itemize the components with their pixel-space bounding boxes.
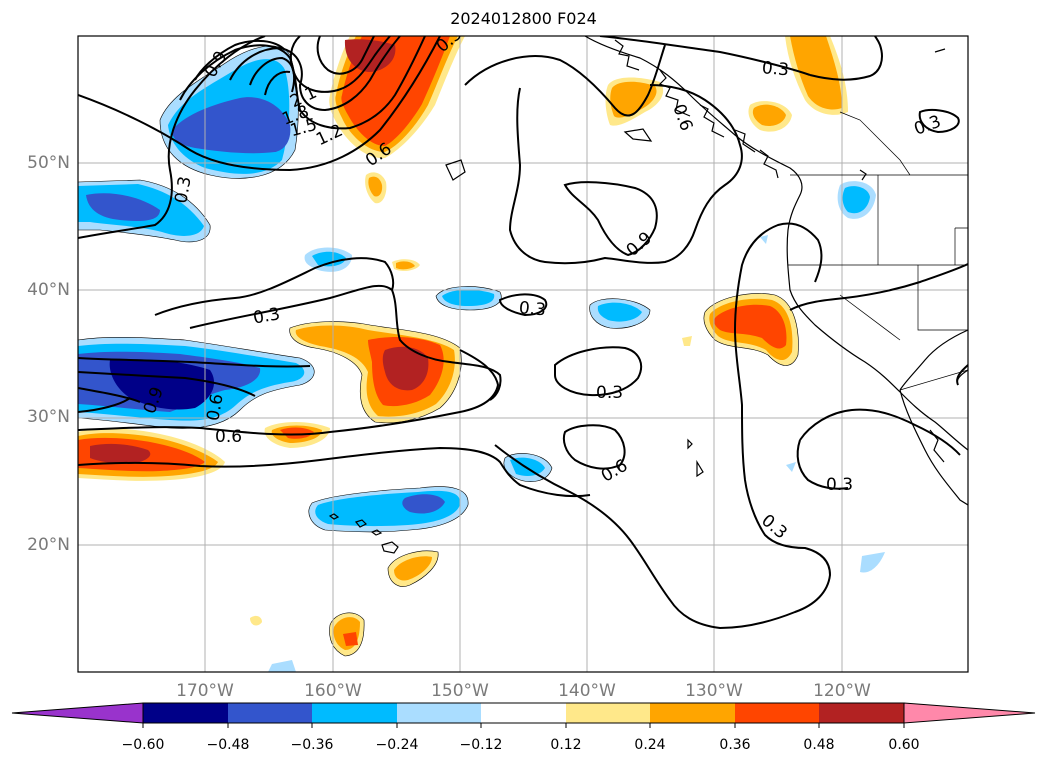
colorbar-segment — [143, 703, 228, 723]
colorbar — [11, 702, 1036, 728]
contour-label: 0.3 — [252, 304, 282, 328]
colorbar-segment — [735, 703, 819, 723]
colorbar-segment — [481, 703, 566, 723]
negative-anomaly-shading — [78, 45, 885, 672]
colorbar-tick-label: 0.36 — [719, 737, 751, 753]
colorbar-tick-label: −0.36 — [290, 737, 334, 753]
longitude-label: 120°W — [813, 681, 871, 701]
colorbar-tick-label: 0.12 — [550, 737, 582, 753]
longitude-label: 130°W — [685, 681, 743, 701]
colorbar-tick-label: 0.24 — [634, 737, 666, 753]
contour-label: 0.3 — [518, 298, 547, 320]
latitude-label: 30°N — [27, 407, 70, 427]
colorbar-segment — [397, 703, 481, 723]
map-title: 2024012800 F024 — [450, 9, 597, 28]
colorbar-segment — [312, 703, 397, 723]
colorbar-extend-max — [903, 702, 1036, 724]
contour-label: 0.6 — [215, 427, 242, 447]
map-area: 0.9 0.3 2.1 1.8 1.5 1.2 0.6 0.3 0.3 0.9 … — [78, 36, 968, 672]
colorbar-segment — [819, 703, 904, 723]
colorbar-tick-label: −0.24 — [375, 737, 419, 753]
colorbar-tick-label: −0.12 — [459, 737, 503, 753]
longitude-label: 150°W — [431, 681, 489, 701]
latitude-label: 50°N — [27, 153, 70, 173]
colorbar-tick-label: −0.48 — [206, 737, 250, 753]
latitude-label: 20°N — [27, 535, 70, 555]
contour-label: 0.3 — [757, 511, 791, 544]
contour-label: 0.3 — [826, 475, 853, 495]
contour-label: 0.6 — [668, 102, 696, 134]
contour-label: 0.6 — [598, 456, 631, 487]
contour-label: 0.3 — [171, 175, 195, 205]
positive-anomaly-shading — [78, 36, 848, 656]
latitude-label: 40°N — [27, 280, 70, 300]
colorbar-extend-min — [11, 702, 144, 724]
political-borders — [788, 111, 968, 391]
gridlines — [78, 36, 968, 672]
colorbar-segment — [566, 703, 650, 723]
contour-label: 0.9 — [623, 228, 657, 261]
colorbar-tick-label: 0.60 — [888, 737, 920, 753]
colorbar-segment — [228, 703, 312, 723]
contour-lines — [78, 36, 968, 630]
contour-label: 0.6 — [203, 392, 227, 422]
colorbar-tick-label: −0.60 — [121, 737, 165, 753]
map-frame — [77, 35, 969, 673]
colorbar-tick-label: 0.48 — [803, 737, 835, 753]
contour-label: 0.3 — [912, 112, 944, 140]
contour-label: 0.3 — [761, 58, 790, 80]
longitude-label: 160°W — [304, 681, 362, 701]
colorbar-segment — [650, 703, 735, 723]
longitude-label: 170°W — [176, 681, 234, 701]
longitude-label: 140°W — [558, 681, 616, 701]
contour-label: 0.3 — [596, 383, 623, 403]
